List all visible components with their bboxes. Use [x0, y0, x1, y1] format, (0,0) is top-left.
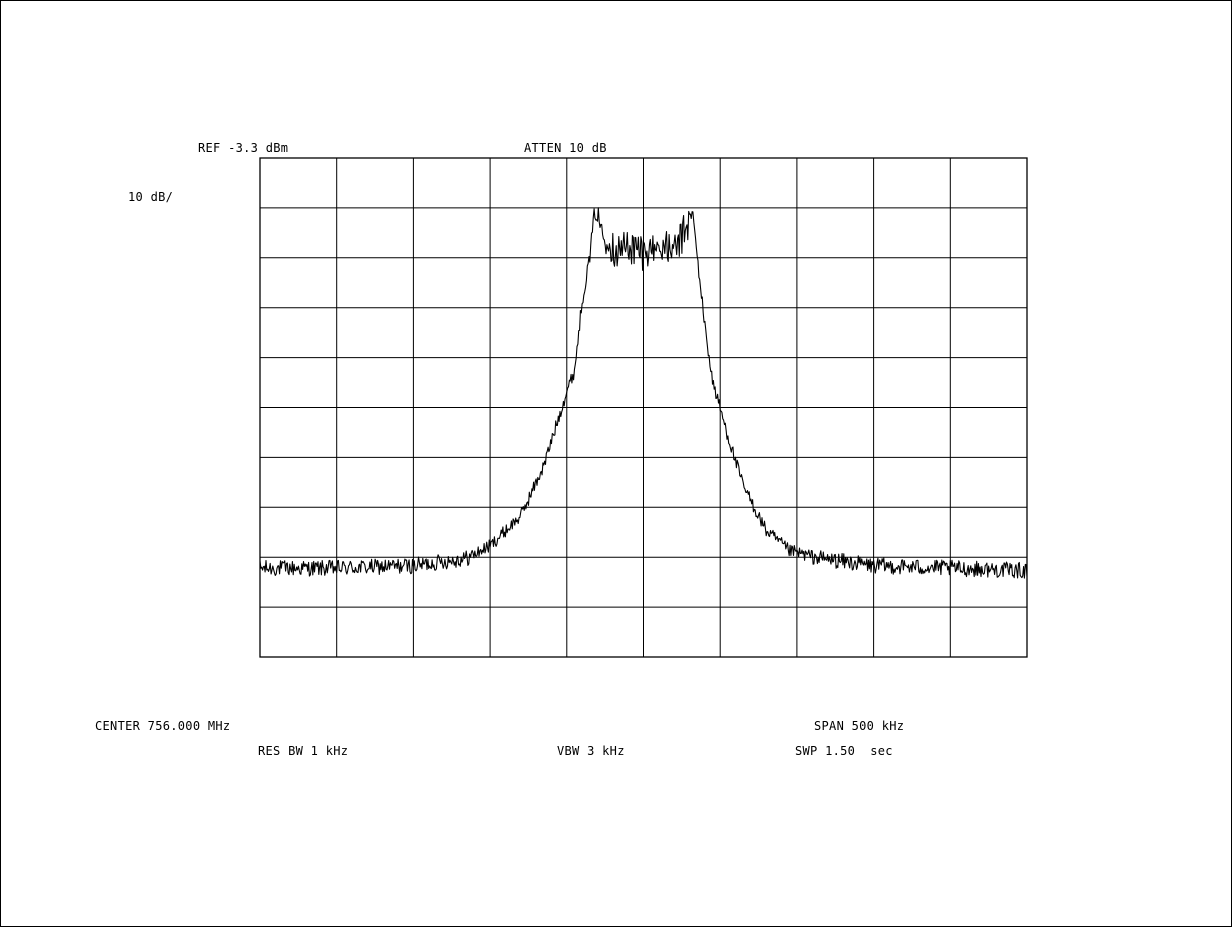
video-bandwidth-label: VBW 3 kHz: [557, 744, 625, 758]
sweep-time-label: SWP 1.50 sec: [795, 744, 893, 758]
center-frequency-label: CENTER 756.000 MHz: [95, 719, 231, 733]
ref-level-label: REF -3.3 dBm: [198, 141, 289, 155]
resolution-bandwidth-label: RES BW 1 kHz: [258, 744, 349, 758]
span-label: SPAN 500 kHz: [814, 719, 905, 733]
scale-label: 10 dB/: [128, 190, 174, 204]
spectrum-trace: [259, 207, 1028, 579]
attenuation-label: ATTEN 10 dB: [524, 141, 607, 155]
